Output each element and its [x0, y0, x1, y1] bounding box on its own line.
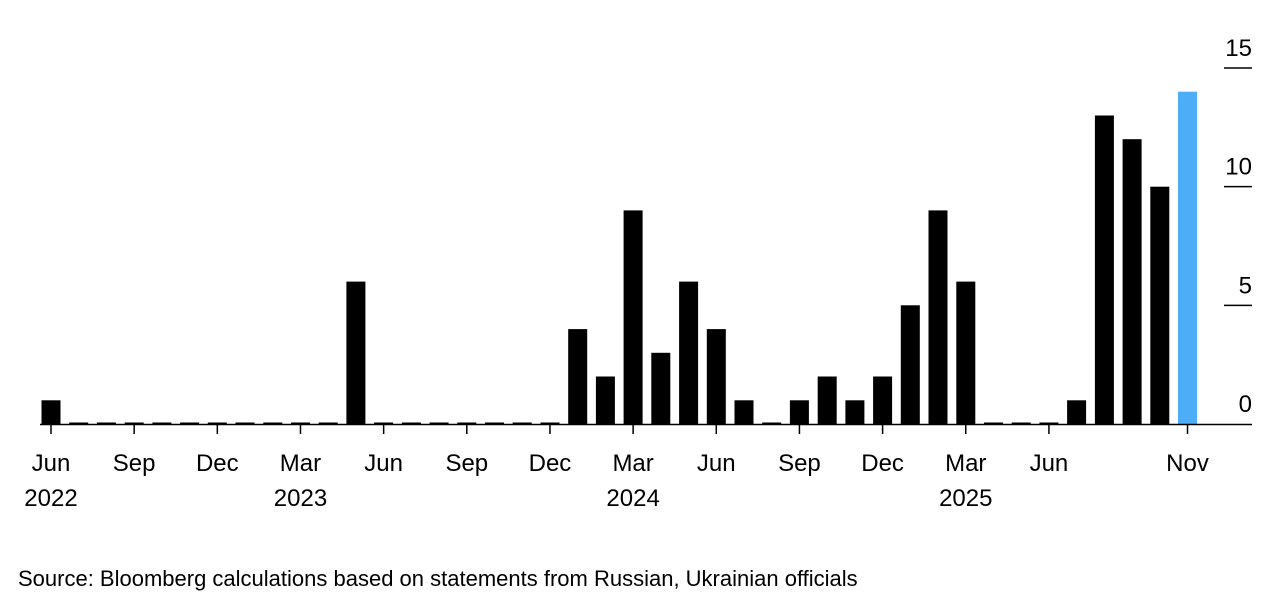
bar-2022-07	[69, 422, 89, 424]
x-tick-label-2025-11: Nov	[1166, 450, 1209, 477]
bar-2024-12	[873, 376, 893, 424]
bar-2024-07	[734, 400, 754, 424]
x-year-label-2025: 2025	[939, 485, 992, 512]
bar-2022-08	[96, 422, 116, 424]
bar-2024-05	[679, 281, 699, 424]
bar-2025-11	[1178, 91, 1197, 424]
bar-2024-10	[817, 376, 837, 424]
bar-2024-08	[762, 422, 782, 424]
bar-2023-05	[346, 281, 366, 424]
bar-2025-03	[956, 281, 976, 424]
bar-2022-06	[41, 400, 61, 424]
bar-2022-12	[207, 422, 227, 424]
bar-2025-10	[1150, 186, 1170, 424]
bar-2024-01	[568, 329, 588, 424]
bar-chart: 0 5 10 15 Jun 2022 Sep Dec Mar 2023 Jun Sep Dec Mar 2…	[24, 35, 1252, 512]
bar-2023-02	[263, 422, 283, 424]
x-tick-label-2024-09: Sep	[778, 450, 821, 477]
y-tick-label-5: 5	[1239, 272, 1252, 299]
x-tick-label-2022-09: Sep	[113, 450, 156, 477]
y-axis: 0 5 10 15	[1224, 35, 1252, 418]
bar-2025-02	[928, 210, 948, 424]
bars-group	[41, 91, 1197, 424]
bar-2025-06	[1039, 422, 1059, 424]
bar-2022-11	[180, 422, 200, 424]
bar-2023-08	[429, 422, 449, 424]
x-tick-label-2025-06: Jun	[1030, 450, 1069, 477]
bar-2023-11	[512, 422, 532, 424]
bar-2024-09	[789, 400, 809, 424]
y-tick-label-10: 10	[1225, 154, 1252, 181]
source-note: Source: Bloomberg calculations based on …	[18, 566, 858, 591]
x-tick-label-2025-03: Mar	[945, 450, 986, 477]
bar-2023-10	[485, 422, 504, 424]
bar-2025-04	[984, 422, 1003, 424]
bar-2025-07	[1067, 400, 1087, 424]
x-tick-label-2024-12: Dec	[861, 450, 904, 477]
bar-2023-06	[374, 422, 394, 424]
bar-2023-07	[401, 422, 421, 424]
bar-2024-11	[845, 400, 865, 424]
bar-2023-03	[291, 422, 310, 424]
y-tick-label-0: 0	[1239, 391, 1252, 418]
x-year-label-2023: 2023	[274, 485, 327, 512]
x-tick-label-2023-03: Mar	[280, 450, 321, 477]
x-tick-label-2024-06: Jun	[697, 450, 736, 477]
x-tick-label-2023-12: Dec	[529, 450, 572, 477]
bar-2023-12	[540, 422, 560, 424]
x-tick-label-2022-12: Dec	[196, 450, 239, 477]
x-year-label-2022: 2022	[24, 485, 77, 512]
bar-2025-05	[1011, 422, 1031, 424]
bar-2024-02	[595, 376, 615, 424]
x-tick-label-2022-06: Jun	[32, 450, 71, 477]
bar-2025-08	[1094, 115, 1114, 424]
bar-2023-09	[457, 422, 477, 424]
bar-2024-06	[706, 329, 726, 424]
bar-2022-10	[152, 422, 172, 424]
x-tick-label-2024-03: Mar	[612, 450, 653, 477]
bar-2024-03	[623, 210, 643, 424]
x-tick-label-2023-06: Jun	[364, 450, 403, 477]
bar-2025-01	[900, 305, 920, 424]
bar-2024-04	[651, 352, 671, 424]
x-year-label-2024: 2024	[606, 485, 659, 512]
bar-2025-09	[1122, 139, 1142, 424]
bar-2023-04	[318, 422, 338, 424]
x-tick-label-2023-09: Sep	[445, 450, 488, 477]
y-tick-label-15: 15	[1225, 35, 1252, 62]
bar-2023-01	[235, 422, 255, 424]
x-axis: Jun 2022 Sep Dec Mar 2023 Jun Sep Dec Mar 2024 Jun S…	[24, 423, 1252, 512]
bar-2022-09	[124, 422, 144, 424]
